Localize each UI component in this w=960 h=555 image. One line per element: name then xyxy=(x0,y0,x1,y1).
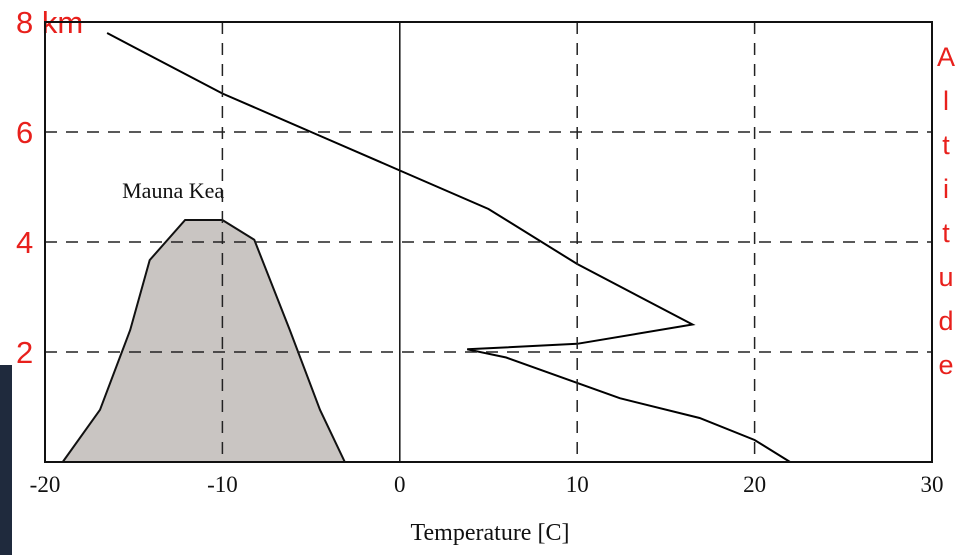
plot-frame xyxy=(44,21,933,463)
x-tick-label: 10 xyxy=(566,472,589,497)
x-tick-label: -20 xyxy=(30,472,61,497)
area-label: Mauna Kea xyxy=(122,178,224,203)
x-axis-label: Temperature [C] xyxy=(411,520,570,546)
line xyxy=(106,32,791,463)
y-tick-label: 4 xyxy=(16,225,33,260)
x-tick-label: -10 xyxy=(207,472,238,497)
x-tick-label: 20 xyxy=(743,472,766,497)
x-tick-label: 0 xyxy=(394,472,406,497)
area xyxy=(60,219,347,463)
y-tick-label: 6 xyxy=(16,115,33,150)
y-axis-label: Altitude xyxy=(931,42,960,394)
background-strip xyxy=(0,365,12,555)
x-tick-label: 30 xyxy=(921,472,944,497)
y-tick-label: 2 xyxy=(16,335,33,370)
